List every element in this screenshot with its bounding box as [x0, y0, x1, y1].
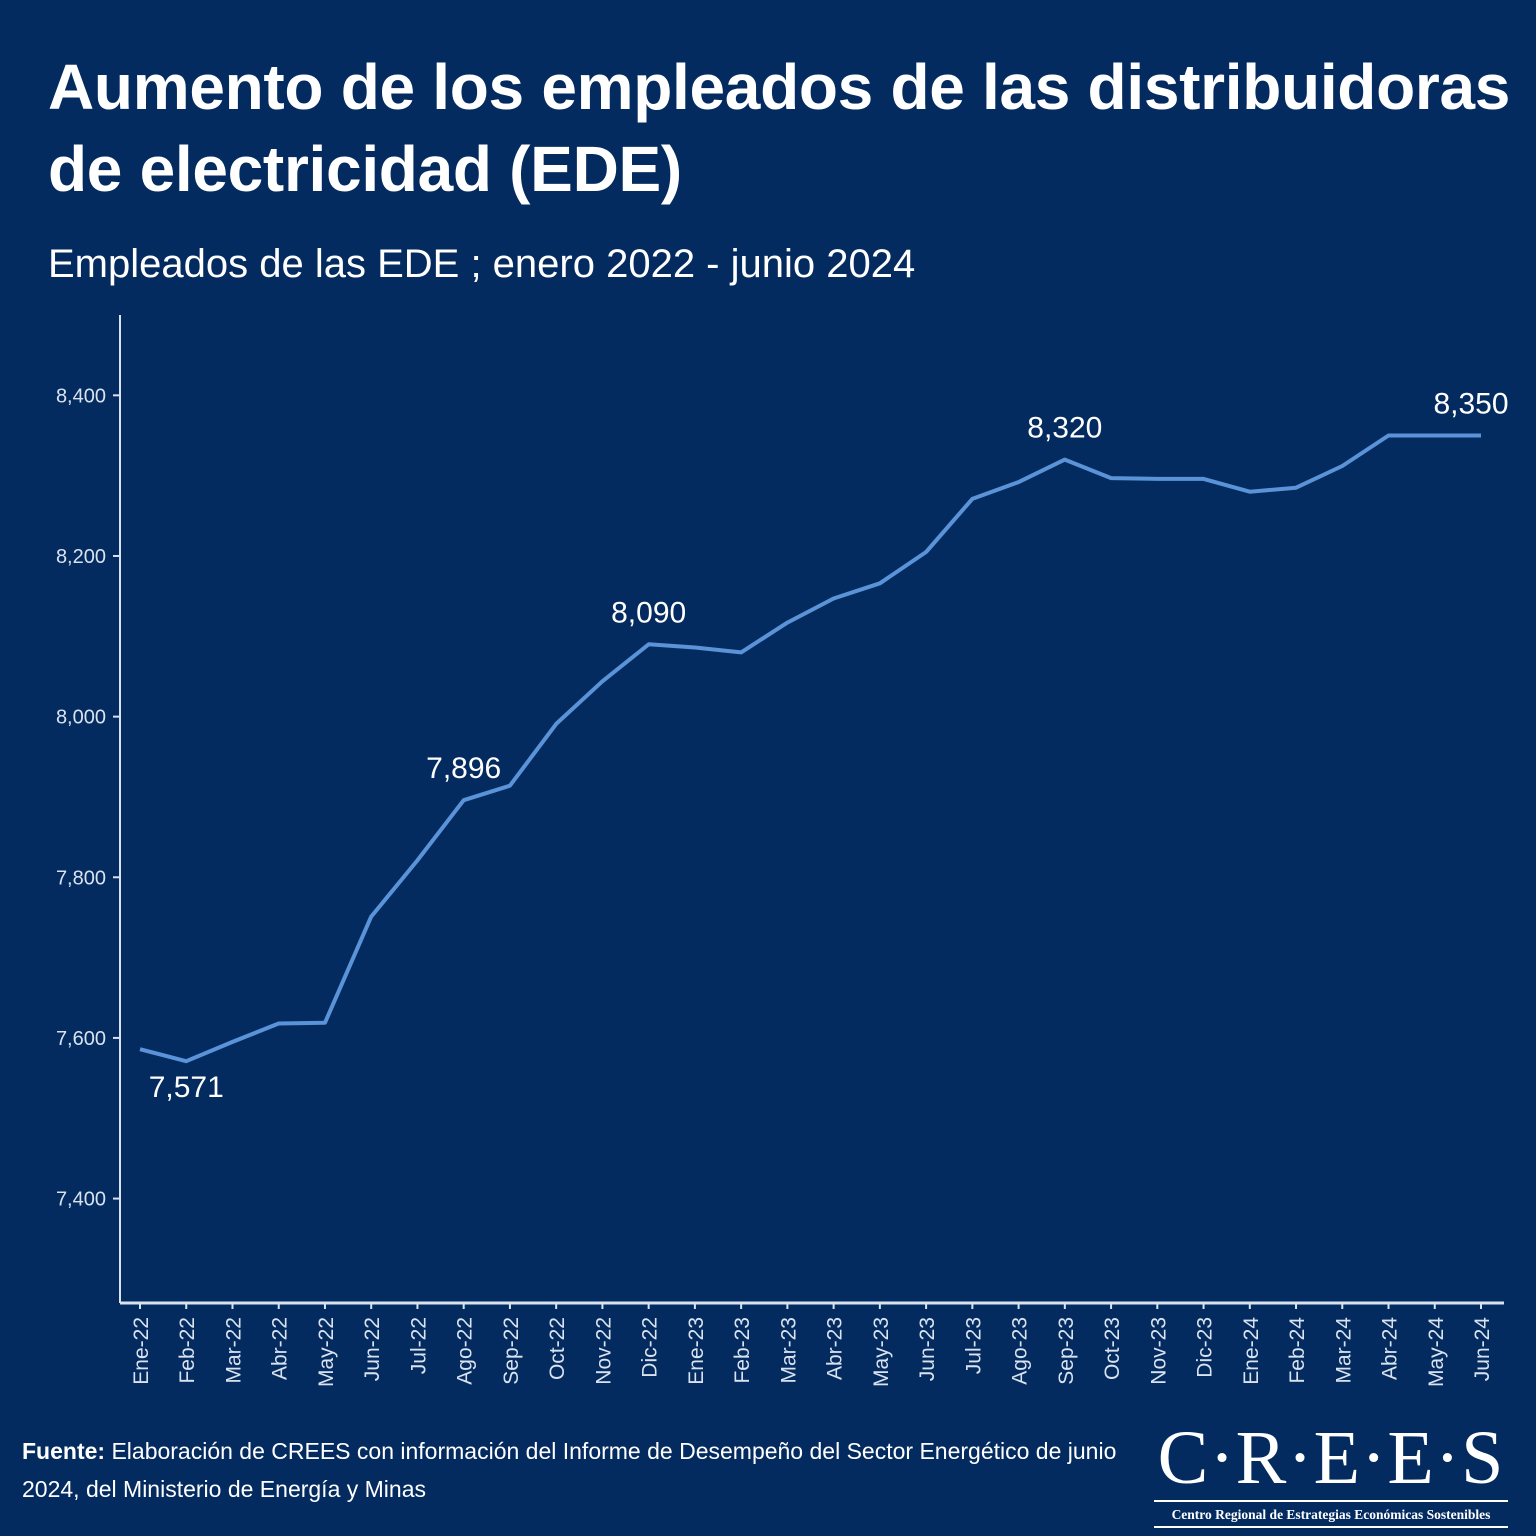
data-label: 7,571: [149, 1071, 224, 1104]
x-tick-label: May-22: [315, 1317, 338, 1387]
y-tick-label: 7,800: [56, 867, 106, 889]
y-tick-label: 7,400: [56, 1189, 106, 1211]
x-tick-label: May-23: [870, 1317, 893, 1387]
source-note: Fuente: Elaboración de CREES con informa…: [22, 1432, 1132, 1508]
logo-wordmark: C·R·E·E·S: [1157, 1416, 1505, 1500]
crees-logo: C·R·E·E·S Centro Regional de Estrategias…: [1154, 1418, 1508, 1532]
x-tick-label: Sep-23: [1055, 1317, 1078, 1385]
data-label: 8,350: [1433, 387, 1508, 420]
logo-tagline: Centro Regional de Estrategias Económica…: [1171, 1507, 1491, 1522]
x-tick-label: Dic-23: [1194, 1317, 1217, 1378]
y-axis: 7,400 7,600 7,800 8,000 8,200 8,400: [56, 315, 121, 1303]
x-axis: Ene-22 Feb-22 Mar-22 Abr-22 May-22 Jun-22 Jul-…: [120, 1301, 1504, 1387]
chart-title: Aumento de los empleados de las distribu…: [48, 51, 1511, 205]
x-tick-label: Ago-23: [1009, 1317, 1032, 1385]
source-text: Elaboración de CREES con información del…: [22, 1438, 1117, 1502]
line-chart: 7,400 7,600 7,800 8,000 8,200 8,400 Ene-22 Feb…: [56, 315, 1509, 1387]
x-tick-label: Jun-24: [1471, 1317, 1494, 1382]
x-tick-label: Abr-22: [269, 1317, 292, 1380]
x-tick-label: Mar-22: [222, 1317, 245, 1384]
annotation-layer: 7,571 7,896 8,090 8,320 8,350: [149, 387, 1509, 1104]
x-tick-label: May-24: [1425, 1317, 1448, 1387]
x-tick-label: Jun-22: [361, 1317, 384, 1381]
logo-divider-top: [1154, 1500, 1508, 1502]
x-tick-label: Ene-23: [685, 1317, 708, 1385]
chart-subtitle: Empleados de las EDE ; enero 2022 - juni…: [48, 242, 916, 286]
x-tick-label: Jul-23: [962, 1317, 985, 1374]
y-tick-label: 7,600: [56, 1028, 106, 1050]
x-tick-label: Ene-24: [1240, 1317, 1263, 1385]
x-tick-label: Nov-23: [1147, 1317, 1170, 1385]
x-tick-label: Feb-24: [1286, 1317, 1309, 1384]
x-tick-label: Oct-22: [546, 1317, 569, 1380]
y-tick-label: 8,400: [56, 385, 106, 407]
x-tick-label: Jul-22: [407, 1317, 430, 1374]
x-tick-label: Nov-22: [592, 1317, 615, 1385]
data-label: 7,896: [426, 752, 501, 785]
x-tick-label: Abr-24: [1379, 1317, 1402, 1380]
x-tick-label: Feb-23: [731, 1317, 754, 1384]
x-tick-label: Mar-23: [777, 1317, 800, 1384]
x-tick-label: Mar-24: [1332, 1317, 1355, 1384]
y-tick-label: 8,200: [56, 546, 106, 568]
x-tick-label: Oct-23: [1101, 1317, 1124, 1380]
x-tick-label: Feb-22: [176, 1317, 199, 1384]
x-tick-label: Abr-23: [824, 1317, 847, 1380]
x-tick-label: Ago-22: [454, 1317, 477, 1385]
x-tick-label: Jun-23: [916, 1317, 939, 1381]
series-line: [139, 433, 1481, 1064]
source-label: Fuente:: [22, 1438, 106, 1464]
x-tick-label: Ene-22: [130, 1317, 153, 1385]
data-label: 8,320: [1027, 412, 1102, 445]
data-label: 8,090: [611, 596, 686, 629]
x-tick-label: Sep-22: [500, 1317, 523, 1385]
series-layer: [139, 433, 1481, 1064]
y-tick-label: 8,000: [56, 707, 106, 729]
x-tick-label: Dic-22: [639, 1317, 662, 1378]
logo-divider-bottom: [1154, 1526, 1508, 1528]
